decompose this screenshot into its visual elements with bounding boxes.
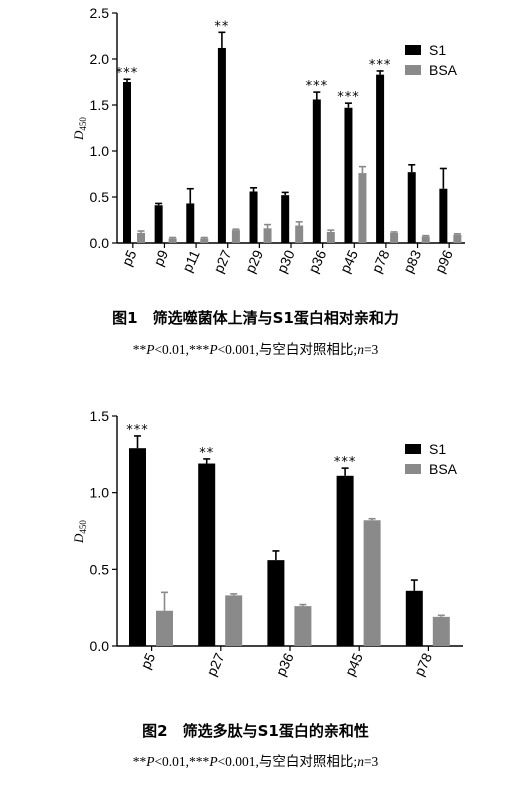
y-tick-label: 0.5 [90,189,110,205]
significance-p27: ** [214,19,229,34]
bar-S1-p9 [154,205,163,243]
bar-S1-p36 [267,560,285,646]
chart-1-svg: 0.0 0.5 1.0 1.5 2.0 2.5 D450 p5 *** p9 p11 p27 ** p29… [71,5,465,275]
x-tick-label-p29: p29 [242,247,266,275]
significance-p45: *** [337,90,360,105]
y-tick-label: 2.5 [90,5,110,21]
bar-BSA-p5 [156,610,173,646]
bar-BSA-p45 [363,520,381,646]
figure-1-note: **P<0.01,***P<0.001,与空白对照相比;n=3 [132,342,379,357]
bar-BSA-p45 [358,173,367,243]
bar-S1-p5 [123,82,131,243]
chart-2-svg: 0.0 0.5 1.0 1.5 D450 p5 *** p27 ** p36 p45 *** p78 S1… [71,408,463,678]
significance-p27: ** [199,446,214,461]
significance-p78: *** [369,58,392,73]
y-tick-label: 2.0 [90,51,110,67]
bar-S1-p27 [217,47,226,244]
bar-BSA-p29 [263,228,272,243]
y-axis-label: D450 [71,117,88,141]
significance-p5: *** [126,423,149,438]
bar-BSA-p11 [200,238,209,243]
legend-label-S1: S1 [429,42,446,58]
figure-1-caption: 图1 筛选噬菌体上清与S1蛋白相对亲和力 [112,309,399,327]
figure-2-chart: 0.0 0.5 1.0 1.5 D450 p5 *** p27 ** p36 p45 *** p78 S1… [0,395,511,715]
x-tick-label-p30: p30 [273,247,297,275]
bar-S1-p83 [407,172,416,243]
x-tick-label-p45: p45 [342,650,366,678]
bar-BSA-p83 [421,236,430,243]
bar-BSA-p27 [225,595,243,646]
significance-p36: *** [306,79,329,94]
x-tick-label-p11: p11 [179,247,203,274]
bar-S1-p45 [336,475,354,646]
legend-swatch-S1 [405,45,421,55]
x-tick-label-p5: p5 [118,247,139,268]
x-tick-label-p5: p5 [137,650,158,671]
y-tick-label: 1.5 [90,408,110,424]
y-tick-label: 0.0 [90,638,110,654]
bar-S1-p96 [439,188,448,243]
bar-BSA-p78 [432,616,450,646]
significance-p45: *** [334,455,357,470]
bar-BSA-p5 [137,232,145,243]
y-tick-label: 1.5 [90,97,110,113]
bar-BSA-p78 [390,232,399,243]
bar-BSA-p27 [231,230,240,243]
bar-S1-p45 [344,107,353,243]
legend-swatch-BSA [405,464,421,474]
x-tick-label-p27: p27 [203,650,227,678]
legend-label-BSA: BSA [429,62,458,78]
bar-BSA-p36 [294,606,312,646]
bar-BSA-p30 [295,225,304,243]
x-tick-label-p78: p78 [368,247,392,275]
x-tick-label-p9: p9 [150,247,171,268]
bar-S1-p30 [281,195,290,243]
x-tick-label-p36: p36 [305,247,329,275]
y-axis-label: D450 [71,520,88,544]
bar-BSA-p96 [453,234,462,243]
bar-S1-p29 [249,191,258,243]
x-tick-label-p78: p78 [411,650,435,678]
y-tick-label: 1.0 [90,485,110,501]
x-tick-label-p27: p27 [210,247,234,275]
y-tick-label: 0.0 [90,235,110,251]
legend-swatch-S1 [405,444,421,454]
figure-2-note: **P<0.01,***P<0.001,与空白对照相比;n=3 [132,754,379,769]
bar-S1-p11 [186,203,195,243]
x-tick-label-p45: p45 [337,247,361,275]
bar-S1-p5 [129,448,146,646]
y-tick-label: 1.0 [90,143,110,159]
x-tick-label-p83: p83 [400,247,424,275]
bar-S1-p27 [198,463,216,646]
x-tick-label-p36: p36 [272,650,296,678]
figure-2-caption: 图2 筛选多肽与S1蛋白的亲和性 [142,722,369,740]
bar-BSA-p9 [168,238,177,243]
bar-S1-p78 [405,590,423,646]
significance-p5: *** [116,66,139,81]
bar-BSA-p36 [326,231,335,243]
bar-S1-p36 [312,99,321,243]
figure-1-chart: 0.0 0.5 1.0 1.5 2.0 2.5 D450 p5 *** p9 p11 p27 ** p29… [0,0,511,300]
legend-label-S1: S1 [429,441,446,457]
y-tick-label: 0.5 [90,561,110,577]
legend-swatch-BSA [405,65,421,75]
bar-S1-p78 [376,74,385,243]
x-tick-label-p96: p96 [432,247,456,275]
legend-label-BSA: BSA [429,461,458,477]
